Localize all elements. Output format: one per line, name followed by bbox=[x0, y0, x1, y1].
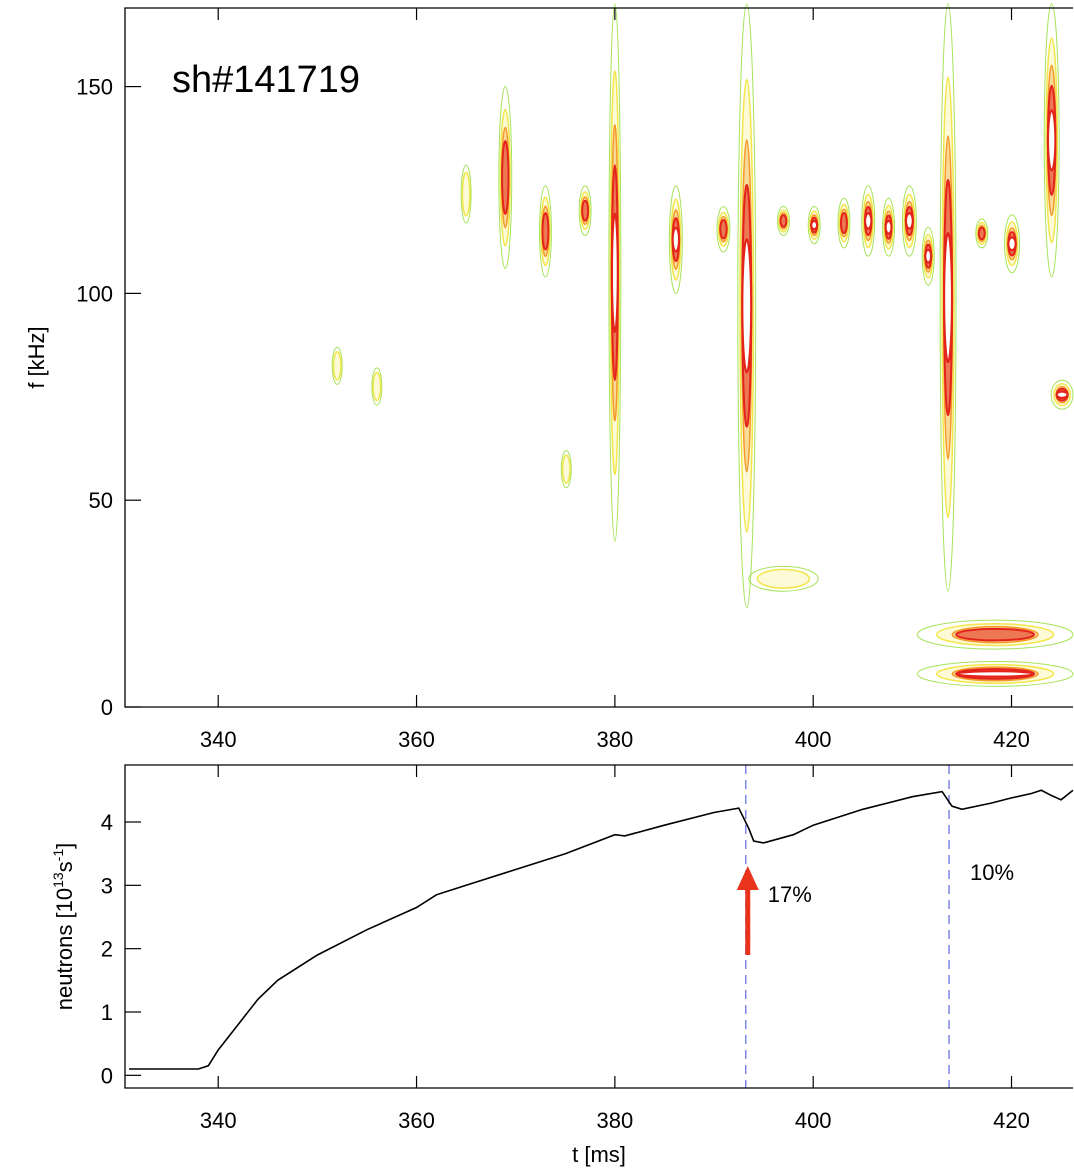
y-axis-label: f [kHz] bbox=[24, 326, 49, 388]
y-axis-label: neutrons [1013s-1] bbox=[50, 843, 77, 1010]
mode-contour bbox=[977, 226, 986, 241]
mode-contour bbox=[372, 371, 382, 402]
mode-contour bbox=[955, 670, 1036, 678]
mode-contour bbox=[461, 171, 471, 217]
y-tick-label: 3 bbox=[101, 873, 113, 898]
mode-contour bbox=[1050, 379, 1074, 410]
y-tick-label: 1 bbox=[101, 1000, 113, 1025]
mode-contour bbox=[578, 185, 592, 236]
y-tick-label: 50 bbox=[89, 488, 113, 513]
mode-contour bbox=[460, 164, 472, 224]
y-axis-label-part: -1 bbox=[50, 849, 66, 862]
x-tick-label: 420 bbox=[993, 1108, 1030, 1133]
mode-contour bbox=[939, 3, 957, 592]
mode-contour bbox=[501, 140, 510, 215]
mode-contour bbox=[807, 206, 821, 245]
y-tick-label: 4 bbox=[101, 810, 113, 835]
y-axis-label-part: neutrons [10 bbox=[52, 888, 77, 1010]
mode-contour bbox=[839, 212, 848, 235]
mode-contour bbox=[719, 219, 728, 240]
mode-contour bbox=[1043, 3, 1060, 278]
mode-contour bbox=[332, 351, 342, 381]
x-tick-label: 400 bbox=[795, 727, 832, 752]
x-tick-label: 380 bbox=[597, 727, 634, 752]
y-axis-label-part: ] bbox=[52, 843, 77, 849]
mode-contour bbox=[581, 199, 590, 222]
mode-contour bbox=[776, 206, 790, 236]
x-tick-label: 340 bbox=[200, 1108, 237, 1133]
mode-contour bbox=[737, 3, 757, 609]
mode-contour bbox=[901, 185, 917, 257]
mode-contour bbox=[1055, 390, 1069, 400]
mode-contour bbox=[975, 218, 989, 249]
y-tick-label: 2 bbox=[101, 937, 113, 962]
mode-contour bbox=[608, 3, 622, 543]
mode-contour bbox=[924, 248, 933, 264]
x-tick-label: 400 bbox=[795, 1108, 832, 1133]
mode-contour bbox=[560, 450, 572, 489]
mode-contour bbox=[541, 212, 550, 251]
y-tick-label: 0 bbox=[101, 695, 113, 720]
mode-contour bbox=[861, 185, 876, 257]
spectrogram bbox=[331, 3, 1074, 687]
y-tick-label: 0 bbox=[101, 1063, 113, 1088]
mode-contour bbox=[1004, 214, 1020, 274]
mode-contour bbox=[539, 185, 552, 278]
mode-contour bbox=[916, 619, 1074, 650]
y-tick-label: 150 bbox=[76, 75, 113, 100]
mode-contour bbox=[779, 214, 788, 228]
y-tick-label: 100 bbox=[76, 281, 113, 306]
mode-contour bbox=[671, 226, 681, 253]
neutron-line bbox=[129, 789, 1074, 1070]
mode-contour bbox=[884, 219, 893, 235]
mode-contour bbox=[498, 86, 513, 270]
arrow-head bbox=[736, 866, 759, 890]
event-label: 17% bbox=[768, 882, 812, 907]
mode-contour bbox=[741, 238, 753, 374]
x-tick-label: 360 bbox=[398, 727, 435, 752]
mode-contour bbox=[668, 185, 683, 294]
y-axis-label-part: s bbox=[52, 861, 77, 872]
mode-contour bbox=[863, 212, 873, 230]
mode-contour bbox=[1007, 236, 1017, 252]
x-tick-label: 420 bbox=[993, 727, 1030, 752]
mode-contour bbox=[810, 219, 819, 231]
mode-contour bbox=[882, 197, 896, 257]
mode-contour bbox=[921, 226, 935, 286]
mode-contour bbox=[756, 568, 811, 589]
mode-contour bbox=[561, 454, 571, 484]
y-axis-label-part: 13 bbox=[50, 872, 66, 888]
mode-contour bbox=[904, 212, 914, 230]
x-tick-label: 380 bbox=[597, 1108, 634, 1133]
mode-contour bbox=[837, 197, 851, 249]
mode-contour bbox=[942, 231, 954, 364]
x-axis-label: t [ms] bbox=[572, 1142, 626, 1167]
mode-contour bbox=[610, 212, 619, 333]
plot-frame bbox=[124, 764, 1073, 1089]
plot-frame bbox=[124, 7, 1073, 708]
x-tick-label: 360 bbox=[398, 1108, 435, 1133]
mode-contour bbox=[716, 206, 731, 253]
mode-contour bbox=[748, 565, 819, 592]
mode-contour bbox=[955, 627, 1036, 642]
x-tick-label: 340 bbox=[200, 727, 237, 752]
mode-contour bbox=[331, 346, 343, 385]
shot-label: sh#141719 bbox=[172, 59, 360, 101]
event-label: 10% bbox=[970, 860, 1014, 885]
mode-contour bbox=[371, 367, 383, 406]
mode-contour bbox=[916, 661, 1074, 687]
mode-contour bbox=[1046, 109, 1057, 172]
